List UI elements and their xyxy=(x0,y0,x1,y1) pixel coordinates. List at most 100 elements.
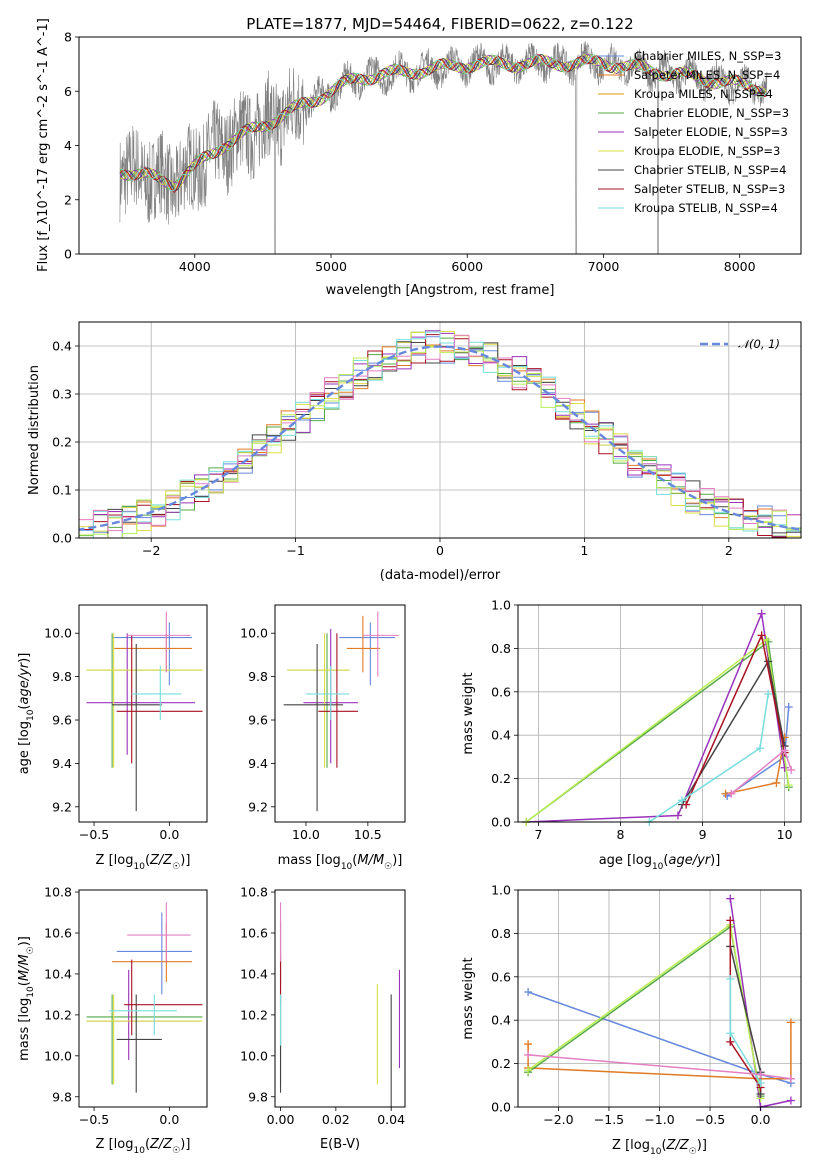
panel-mass_vs_Z: −0.5 0.0 9.8 10.0 10.2 10.4 10.6 10.8 Z [log10(Z… xyxy=(17,885,208,1156)
y-tick-label: 10.0 xyxy=(240,1048,268,1063)
y-tick-label: 0 xyxy=(64,247,72,262)
y-tick-label: 9.2 xyxy=(52,799,72,814)
y-tick-label: 10.8 xyxy=(44,885,72,900)
y-tick-label: 9.6 xyxy=(248,713,268,728)
x-tick-label: 0.00 xyxy=(267,1112,295,1127)
y-tick-label: 0.0 xyxy=(491,1100,511,1115)
y-tick-label: 9.2 xyxy=(248,799,268,814)
weight-line xyxy=(526,610,786,823)
x-tick-label: 2 xyxy=(725,543,733,558)
normal-distribution-curve xyxy=(79,345,801,531)
y-tick-label: 0.8 xyxy=(491,641,511,656)
x-tick-label: 0.0 xyxy=(159,827,179,842)
x-tick-label: 1 xyxy=(580,543,588,558)
panel-age_vs_mass: 10.0 10.5 9.2 9.4 9.6 9.8 10.0 mass [log10(M/M☉… xyxy=(240,604,406,872)
weight-line xyxy=(525,638,790,823)
y-tick-label: 0.0 xyxy=(491,815,511,830)
weight-marker xyxy=(726,916,735,925)
y-tick-label: 10.8 xyxy=(240,885,268,900)
y-tick-label: 9.4 xyxy=(52,756,72,771)
y-tick-label: 10.2 xyxy=(240,1007,268,1022)
y-tick-label: 0.3 xyxy=(52,387,72,402)
panel-weight_vs_age: 7 8 9 10 0.0 0.2 0.4 0.6 0.8 1.0 age [log10(age/yr… xyxy=(461,598,802,872)
plot-area xyxy=(283,611,399,812)
y-tick-label: 0.8 xyxy=(491,926,511,941)
model-spectrum-line xyxy=(119,53,767,190)
y-tick-label: 4 xyxy=(64,138,72,153)
legend-label: Salpeter STELIB, N_SSP=3 xyxy=(634,182,785,196)
weight-line xyxy=(527,925,762,1097)
x-tick-label: 10 xyxy=(777,827,793,842)
plot-area xyxy=(86,611,203,812)
x-tick-label: 0.04 xyxy=(377,1112,405,1127)
weight-marker xyxy=(726,894,735,903)
weight-line xyxy=(648,693,769,823)
x-tick-label: 0.0 xyxy=(159,1112,179,1127)
y-tick-label: 10.0 xyxy=(44,626,72,641)
y-axis-label: Flux [f_λ10^-17 erg cm^-2 s^-1 A^-1] xyxy=(36,18,51,272)
y-tick-label: 0.6 xyxy=(491,684,511,699)
x-tick-label: −1.5 xyxy=(594,1112,624,1127)
x-tick-label: −2.0 xyxy=(543,1112,573,1127)
x-tick-label: −0.5 xyxy=(79,1112,109,1127)
x-tick-label: −0.5 xyxy=(79,827,109,842)
y-tick-label: 0.4 xyxy=(491,1013,511,1028)
legend-label: Kroupa ELODIE, N_SSP=3 xyxy=(634,144,780,158)
axes-frame xyxy=(78,604,208,823)
y-tick-label: 10.2 xyxy=(44,1007,72,1022)
plot-area xyxy=(524,894,795,1111)
panel-weight_vs_Z: −2.0 −1.5 −1.0 −0.5 0.0 0.0 0.2 0.4 0.6 0.8 1.0 Z [… xyxy=(461,883,802,1157)
weight-marker xyxy=(786,1074,795,1083)
y-tick-label: 10.0 xyxy=(240,626,268,641)
weight-marker xyxy=(726,974,735,983)
figure-title: PLATE=1877, MJD=54464, FIBERID=0622, z=0… xyxy=(246,15,633,33)
y-tick-label: 0.0 xyxy=(52,531,72,546)
x-axis-label: E(B-V) xyxy=(320,1137,360,1152)
y-tick-label: 9.8 xyxy=(248,1089,268,1104)
plot-area xyxy=(79,330,801,538)
weight-marker xyxy=(726,1029,735,1038)
y-tick-label: 0.2 xyxy=(491,771,511,786)
weight-marker xyxy=(780,763,789,772)
x-tick-label: 10.5 xyxy=(354,827,382,842)
legend-label: Chabrier MILES, N_SSP=3 xyxy=(634,49,781,63)
y-tick-label: 0.1 xyxy=(52,483,72,498)
x-tick-label: −2 xyxy=(142,543,160,558)
histogram-steps xyxy=(79,331,801,538)
weight-marker xyxy=(755,744,764,753)
model-spectrum-line xyxy=(119,54,767,193)
plot-area xyxy=(522,609,796,826)
y-tick-label: 6 xyxy=(64,84,72,99)
axes-frame xyxy=(78,889,208,1108)
x-axis-label: Z [log10(Z/Z☉)] xyxy=(612,1138,707,1157)
y-axis-label: mass weight xyxy=(461,957,476,1039)
x-axis-label: Z [log10(Z/Z☉)] xyxy=(96,853,191,872)
weight-marker xyxy=(682,800,691,809)
legend-label: Chabrier ELODIE, N_SSP=3 xyxy=(634,106,789,120)
weight-marker xyxy=(762,635,771,644)
x-axis-label: wavelength [Angstrom, rest frame] xyxy=(326,283,555,298)
axes-frame xyxy=(517,604,802,823)
x-tick-label: 8000 xyxy=(724,259,756,274)
y-tick-label: 10.0 xyxy=(44,1048,72,1063)
weight-marker xyxy=(786,1096,795,1105)
weight-marker xyxy=(524,1050,533,1059)
x-tick-label: 0 xyxy=(436,543,444,558)
weight-marker xyxy=(757,631,766,640)
x-tick-label: −1.0 xyxy=(644,1112,674,1127)
legend-label: Kroupa MILES, N_SSP=4 xyxy=(634,87,773,101)
axes-frame xyxy=(274,889,406,1108)
x-tick-label: 8 xyxy=(617,827,625,842)
x-axis-label: Z [log10(Z/Z☉)] xyxy=(96,1137,191,1156)
panel-residuals: −2 −1 0 1 2 0.0 0.1 0.2 0.3 0.4 𝒩(0, 1) (data-model… xyxy=(27,321,802,583)
weight-marker xyxy=(756,1079,765,1088)
y-tick-label: 9.6 xyxy=(52,713,72,728)
y-tick-label: 9.4 xyxy=(248,756,268,771)
weight-marker xyxy=(764,657,773,666)
panel-age_vs_Z: −0.5 0.0 9.2 9.4 9.6 9.8 10.0 Z [log10(Z/Z☉)] ag… xyxy=(17,604,208,872)
plot-area xyxy=(119,41,768,254)
panel-spectrum: 4000 5000 6000 7000 8000 0 2 4 6 8 Chabrier MILES,… xyxy=(36,18,802,298)
weight-marker xyxy=(673,811,682,820)
y-tick-label: 10.4 xyxy=(240,966,268,981)
plot-area xyxy=(86,902,203,1093)
